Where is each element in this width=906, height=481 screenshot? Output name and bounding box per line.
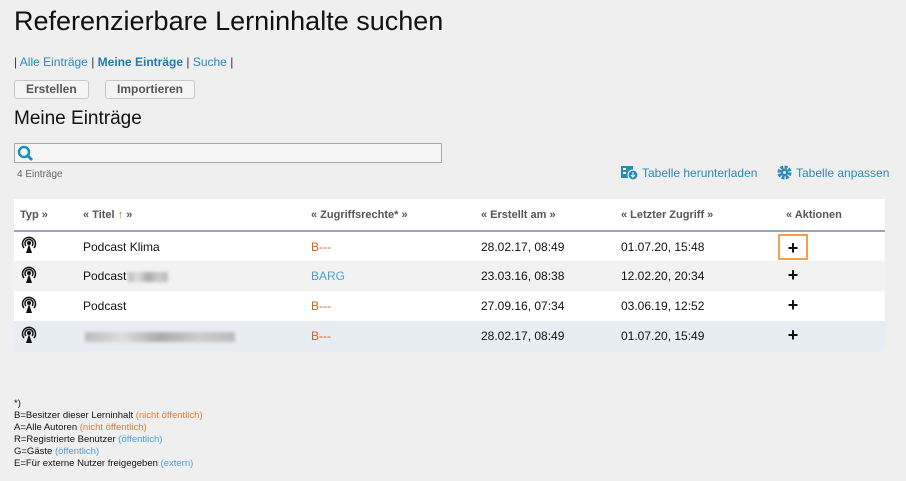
view-nav: | Alle Einträge | Meine Einträge | Suche… — [14, 55, 233, 69]
podcast-icon — [21, 326, 37, 343]
actions-button[interactable]: + — [787, 265, 799, 285]
table-row: B--- 28.02.17, 08:49 01.07.20, 15:49 + — [14, 321, 885, 351]
separator: | — [230, 55, 234, 69]
last-access-cell: 01.07.20, 15:49 — [615, 321, 780, 351]
nav-my-entries[interactable]: Meine Einträge — [97, 55, 184, 69]
created-cell: 28.02.17, 08:49 — [475, 321, 615, 351]
title-cell[interactable] — [77, 321, 305, 351]
col-type[interactable]: Typ » — [14, 199, 77, 232]
redacted-title — [128, 271, 169, 282]
access-cell: B--- — [305, 291, 475, 321]
title-cell[interactable]: Podcast Klima — [77, 231, 305, 261]
separator: | — [91, 55, 95, 69]
search-icon — [17, 145, 34, 162]
access-legend: *) B=Besitzer dieser Lerninhalt (nicht ö… — [14, 398, 203, 470]
type-cell — [14, 291, 77, 321]
separator: | — [14, 55, 18, 69]
podcast-icon — [21, 236, 37, 253]
podcast-icon — [21, 296, 37, 313]
title-text[interactable]: Podcast — [83, 299, 127, 313]
customize-label: Tabelle anpassen — [796, 165, 890, 180]
col-created[interactable]: « Erstellt am » — [475, 199, 615, 232]
col-title-suffix: » — [126, 208, 133, 221]
access-cell: BARG — [305, 261, 475, 291]
separator: | — [186, 55, 190, 69]
legend-item: A=Alle Autoren (nicht öffentlich) — [14, 422, 147, 433]
type-cell — [14, 261, 77, 291]
legend-item: B=Besitzer dieser Lerninhalt (nicht öffe… — [14, 410, 203, 421]
access-cell: B--- — [305, 231, 475, 261]
import-button[interactable]: Importieren — [105, 80, 196, 99]
actions-button[interactable]: + — [787, 325, 799, 345]
podcast-icon — [21, 266, 37, 283]
col-title[interactable]: « Titel ↑ » — [77, 199, 305, 232]
customize-table-link[interactable]: Tabelle anpassen — [777, 165, 889, 180]
legend-item: G=Gäste (öffentlich) — [14, 446, 100, 457]
page-title: Referenzierbare Lerninhalte suchen — [14, 6, 444, 36]
actions-cell: + — [780, 261, 885, 291]
last-access-cell: 12.02.20, 20:34 — [615, 261, 780, 291]
create-button[interactable]: Erstellen — [14, 80, 89, 99]
table-row: Podcast Klima B--- 28.02.17, 08:49 01.07… — [14, 231, 885, 261]
sort-asc-icon: ↑ — [117, 208, 124, 221]
type-cell — [14, 231, 77, 261]
download-table-link[interactable]: Tabelle herunterladen — [621, 165, 757, 180]
table-download-icon — [621, 166, 638, 180]
type-cell — [14, 321, 77, 351]
created-cell: 23.03.16, 08:38 — [475, 261, 615, 291]
col-actions: « Aktionen — [780, 199, 885, 232]
legend-item: E=Für externe Nutzer freigegeben (extern… — [14, 458, 194, 469]
last-access-cell: 01.07.20, 15:48 — [615, 231, 780, 261]
actions-button[interactable]: + — [787, 295, 799, 315]
actions-button[interactable]: + — [778, 233, 808, 260]
nav-all-entries[interactable]: Alle Einträge — [19, 55, 88, 69]
section-title: Meine Einträge — [14, 108, 142, 129]
actions-cell: + — [778, 231, 885, 261]
search-input[interactable] — [14, 143, 442, 163]
download-label: Tabelle herunterladen — [642, 165, 758, 180]
actions-cell: + — [780, 291, 885, 321]
table-row: Podcast B--- 27.09.16, 07:34 03.06.19, 1… — [14, 291, 885, 321]
gear-icon — [777, 165, 792, 180]
legend-heading: *) — [14, 398, 21, 409]
title-cell[interactable]: Podcast — [77, 261, 305, 291]
created-cell: 28.02.17, 08:49 — [475, 231, 615, 261]
col-title-label: « Titel — [83, 208, 115, 221]
col-access[interactable]: « Zugriffsrechte* » — [305, 199, 475, 232]
entry-count: 4 Einträge — [17, 169, 63, 180]
legend-item: R=Registrierte Benutzer (öffentlich) — [14, 434, 163, 445]
col-last-access[interactable]: « Letzter Zugriff » — [615, 199, 780, 232]
title-cell[interactable]: Podcast — [77, 291, 305, 321]
table-row: Podcast BARG 23.03.16, 08:38 12.02.20, 2… — [14, 261, 885, 291]
last-access-cell: 03.06.19, 12:52 — [615, 291, 780, 321]
actions-cell: + — [780, 321, 885, 351]
entries-table: Typ » « Titel ↑ » « Zugriffsrechte* » « … — [14, 199, 885, 351]
nav-search[interactable]: Suche — [192, 55, 227, 69]
access-cell: B--- — [305, 321, 475, 351]
title-text[interactable]: Podcast Klima — [83, 239, 160, 254]
created-cell: 27.09.16, 07:34 — [475, 291, 615, 321]
title-text[interactable]: Podcast — [83, 269, 127, 283]
redacted-title — [85, 331, 235, 342]
